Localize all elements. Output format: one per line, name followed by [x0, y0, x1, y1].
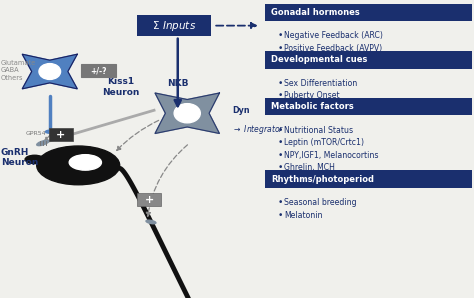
- Text: NPY,IGF1, Melanocortins: NPY,IGF1, Melanocortins: [284, 151, 379, 160]
- Text: •: •: [277, 211, 283, 220]
- Text: Ghrelin, MCH: Ghrelin, MCH: [284, 163, 335, 172]
- Polygon shape: [22, 54, 77, 89]
- Ellipse shape: [37, 146, 119, 185]
- FancyBboxPatch shape: [137, 193, 161, 206]
- Text: Melatonin: Melatonin: [284, 211, 323, 220]
- FancyBboxPatch shape: [265, 98, 472, 115]
- Ellipse shape: [146, 220, 156, 224]
- Text: +/-?: +/-?: [90, 66, 107, 75]
- Text: $\Sigma$ $\it{Inputs}$: $\Sigma$ $\it{Inputs}$: [152, 19, 196, 32]
- Ellipse shape: [39, 63, 61, 80]
- Polygon shape: [155, 93, 219, 134]
- Text: Glutamate
GABA
Others: Glutamate GABA Others: [1, 60, 36, 80]
- FancyBboxPatch shape: [137, 15, 211, 36]
- Text: GnRH
Neuron: GnRH Neuron: [1, 148, 38, 167]
- Ellipse shape: [69, 155, 101, 170]
- Text: Metabolic factors: Metabolic factors: [271, 102, 354, 111]
- Text: Gonadal hormones: Gonadal hormones: [271, 8, 360, 17]
- Text: •: •: [277, 91, 283, 100]
- Text: Seasonal breeding: Seasonal breeding: [284, 198, 357, 207]
- Ellipse shape: [174, 104, 201, 123]
- FancyBboxPatch shape: [49, 128, 73, 141]
- Text: •: •: [277, 79, 283, 88]
- Ellipse shape: [46, 130, 54, 133]
- Text: +: +: [145, 195, 154, 205]
- Text: •: •: [277, 138, 283, 147]
- Text: Sex Differentiation: Sex Differentiation: [284, 79, 358, 88]
- FancyBboxPatch shape: [265, 170, 472, 188]
- Text: •: •: [277, 163, 283, 172]
- Ellipse shape: [25, 155, 44, 164]
- FancyBboxPatch shape: [265, 4, 472, 21]
- Text: $\rightarrow$ $\it{Integrator}$: $\rightarrow$ $\it{Integrator}$: [232, 123, 285, 136]
- Text: •: •: [277, 198, 283, 207]
- Text: Rhythms/photoperiod: Rhythms/photoperiod: [271, 175, 374, 184]
- Text: •: •: [277, 31, 283, 40]
- Text: Puberty Onset: Puberty Onset: [284, 91, 340, 100]
- FancyBboxPatch shape: [81, 64, 116, 77]
- Text: •: •: [277, 151, 283, 160]
- Text: Dyn: Dyn: [232, 106, 250, 115]
- FancyBboxPatch shape: [265, 51, 472, 69]
- Text: Developmental cues: Developmental cues: [271, 55, 367, 64]
- Text: Leptin (mTOR/Crtc1): Leptin (mTOR/Crtc1): [284, 138, 365, 147]
- Text: Kiss1
Neuron: Kiss1 Neuron: [102, 77, 139, 97]
- Text: •: •: [277, 126, 283, 135]
- Text: •: •: [277, 44, 283, 53]
- Text: NKB: NKB: [167, 79, 189, 88]
- Text: Negative Feedback (ARC): Negative Feedback (ARC): [284, 31, 383, 40]
- Text: Positive Feedback (AVPV): Positive Feedback (AVPV): [284, 44, 383, 53]
- Ellipse shape: [37, 140, 48, 146]
- Text: GPR54: GPR54: [25, 131, 46, 136]
- Text: +: +: [56, 130, 65, 140]
- Text: Nutritional Status: Nutritional Status: [284, 126, 354, 135]
